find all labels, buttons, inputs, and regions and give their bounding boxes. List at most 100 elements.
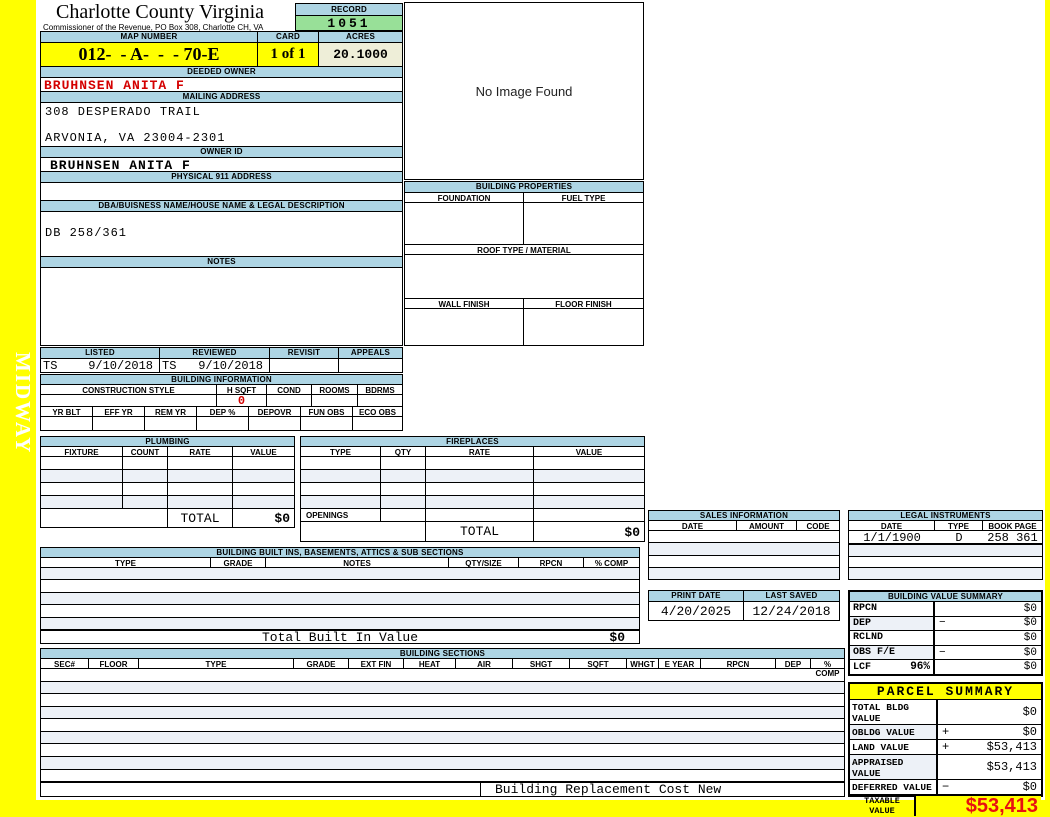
bs-grade-label: GRADE <box>294 659 349 669</box>
fireplaces-row <box>301 496 644 509</box>
built-ins-title: BUILDING BUILT INS, BASEMENTS, ATTICS & … <box>41 548 639 558</box>
deeded-owner-value: BRUHNSEN ANITA F <box>41 78 402 93</box>
parcel-value: $53,413 <box>986 740 1037 754</box>
sqft-label: SQFT <box>570 659 627 669</box>
mailing-address-line2: ARVONIA, VA 23004-2301 <box>45 131 226 145</box>
parcel-label: DEFERRED VALUE <box>850 780 938 794</box>
sale-amount-label: AMOUNT <box>737 521 797 531</box>
yr-blt-label: YR BLT <box>41 407 93 417</box>
taxable-value-row: TAXABLE VALUE $53,413 <box>850 794 1041 817</box>
fireplaces-total-label: TOTAL <box>426 522 534 541</box>
h-sqft-label: H SQFT <box>217 385 267 395</box>
record-value: 1051 <box>296 16 402 31</box>
owner-block: DEEDED OWNER BRUHNSEN ANITA F MAILING AD… <box>40 66 403 202</box>
mailing-address-box: 308 DESPERADO TRAIL ARVONIA, VA 23004-23… <box>41 103 402 147</box>
reviewed-label: REVIEWED <box>160 348 270 358</box>
empty-row <box>649 566 839 579</box>
county-subtitle: Commissioner of the Revenue, PO Box 308,… <box>43 23 264 32</box>
parcel-row: DEFERRED VALUE − $0 <box>850 779 1041 794</box>
fuel-type-value <box>524 203 643 244</box>
reviewed-date: 9/10/2018 <box>198 358 263 373</box>
wall-floor-headers: WALL FINISH FLOOR FINISH <box>405 299 643 309</box>
last-saved-label: LAST SAVED <box>744 591 839 601</box>
review-table: LISTED REVIEWED REVISIT APPEALS TS 9/10/2… <box>40 347 403 373</box>
fireplaces-row <box>301 483 644 496</box>
parcel-op: + <box>942 740 950 754</box>
built-ins-table: BUILDING BUILT INS, BASEMENTS, ATTICS & … <box>40 547 640 644</box>
wall-finish-label: WALL FINISH <box>405 299 524 309</box>
bvs-value: $0 <box>1023 617 1037 630</box>
li-date-label: DATE <box>849 521 935 531</box>
depovr-label: DEPOVR <box>249 407 301 417</box>
li-book-page-value: 258 361 <box>987 531 1038 545</box>
print-saved-values: 4/20/2025 12/24/2018 <box>649 602 839 620</box>
bvs-value: $0 <box>1023 661 1037 674</box>
mailing-address-header: MAILING ADDRESS <box>41 92 402 103</box>
built-ins-total-row: Total Built In Value $0 <box>41 630 639 645</box>
roof-type-label: ROOF TYPE / MATERIAL <box>477 246 571 255</box>
building-sections-title: BUILDING SECTIONS <box>41 649 844 659</box>
parcel-row: LAND VALUE + $53,413 <box>850 739 1041 754</box>
map-table-values: 012- - A- - - 70-E 1 of 1 20.1000 <box>41 43 402 66</box>
bs-rpcn-label: RPCN <box>701 659 776 669</box>
fun-obs-value <box>301 417 353 430</box>
plumbing-total-row: TOTAL $0 <box>41 509 294 527</box>
air-label: AIR <box>456 659 513 669</box>
mailing-address-line1: 308 DESPERADO TRAIL <box>45 105 201 119</box>
building-value-summary: BUILDING VALUE SUMMARY RPCN $0 DEP − $0 R… <box>848 590 1043 676</box>
legal-headers: DATE TYPE BOOK PAGE <box>849 521 1042 531</box>
county-title: Charlotte County Virginia <box>56 1 265 23</box>
plumbing-total-value: $0 <box>274 511 290 526</box>
fireplaces-total-row: TOTAL $0 <box>301 522 644 541</box>
reviewed-by: TS <box>162 358 177 373</box>
county-header: Charlotte County Virginia Commissioner o… <box>40 1 294 32</box>
empty-row <box>649 554 839 567</box>
empty-row <box>41 616 639 630</box>
fireplaces-title: FIREPLACES <box>301 437 644 447</box>
bdrms-value <box>358 395 402 406</box>
parcel-value: $0 <box>1022 725 1037 739</box>
empty-row <box>41 743 844 756</box>
bvs-row: RCLND $0 <box>850 630 1041 645</box>
acres-value: 20.1000 <box>319 43 402 66</box>
record-box: RECORD 1051 <box>295 3 403 31</box>
heat-label: HEAT <box>404 659 456 669</box>
depovr-value <box>249 417 301 430</box>
eco-obs-label: ECO OBS <box>359 408 396 417</box>
bvs-row: OBS F/E − $0 <box>850 644 1041 660</box>
construction-style-value <box>41 395 217 406</box>
property-image-placeholder: No Image Found <box>404 2 644 180</box>
building-properties-title: BUILDING PROPERTIES <box>405 182 643 193</box>
bi-type-label: TYPE <box>41 558 211 568</box>
plumbing-headers: FIXTURE COUNT RATE VALUE <box>41 447 294 457</box>
building-information: BUILDING INFORMATION CONSTRUCTION STYLE … <box>40 374 403 431</box>
bvs-label: LCF <box>853 661 872 673</box>
building-info-detail-values <box>41 417 402 430</box>
dep-pct-label: DEP % <box>197 407 249 417</box>
building-information-title: BUILDING INFORMATION <box>41 375 402 385</box>
legal-instrument-row: 1/1/1900 D 258 361 <box>849 531 1042 545</box>
whgt-label: WHGT <box>627 659 659 669</box>
li-type-value: D <box>955 531 963 545</box>
sale-date-label: DATE <box>649 521 737 531</box>
card-value: 1 of 1 <box>258 43 319 66</box>
card-label: CARD <box>258 32 319 42</box>
openings-label: OPENINGS <box>301 509 381 521</box>
dba-notes-block: DBA/BUISNESS NAME/HOUSE NAME & LEGAL DES… <box>40 200 403 346</box>
review-headers: LISTED REVIEWED REVISIT APPEALS <box>41 348 402 359</box>
bvs-op: − <box>939 646 946 659</box>
built-ins-total-value: $0 <box>609 630 625 645</box>
map-card-acres-table: MAP NUMBER CARD ACRES 012- - A- - - 70-E… <box>40 31 403 67</box>
built-ins-rows <box>41 568 639 630</box>
plumbing-row <box>41 496 294 509</box>
fp-value-label: VALUE <box>575 448 603 457</box>
footer-spacer <box>41 783 481 796</box>
acres-label: ACRES <box>319 32 402 42</box>
count-label: COUNT <box>123 447 168 457</box>
bvs-label: RCLND <box>853 632 884 644</box>
parcel-value: $0 <box>1022 780 1037 794</box>
fireplaces-total-value: $0 <box>624 525 640 540</box>
sales-information-table: SALES INFORMATION DATE AMOUNT CODE <box>648 510 840 580</box>
li-book-page-label: BOOK PAGE <box>988 522 1037 531</box>
empty-row <box>849 567 1042 580</box>
